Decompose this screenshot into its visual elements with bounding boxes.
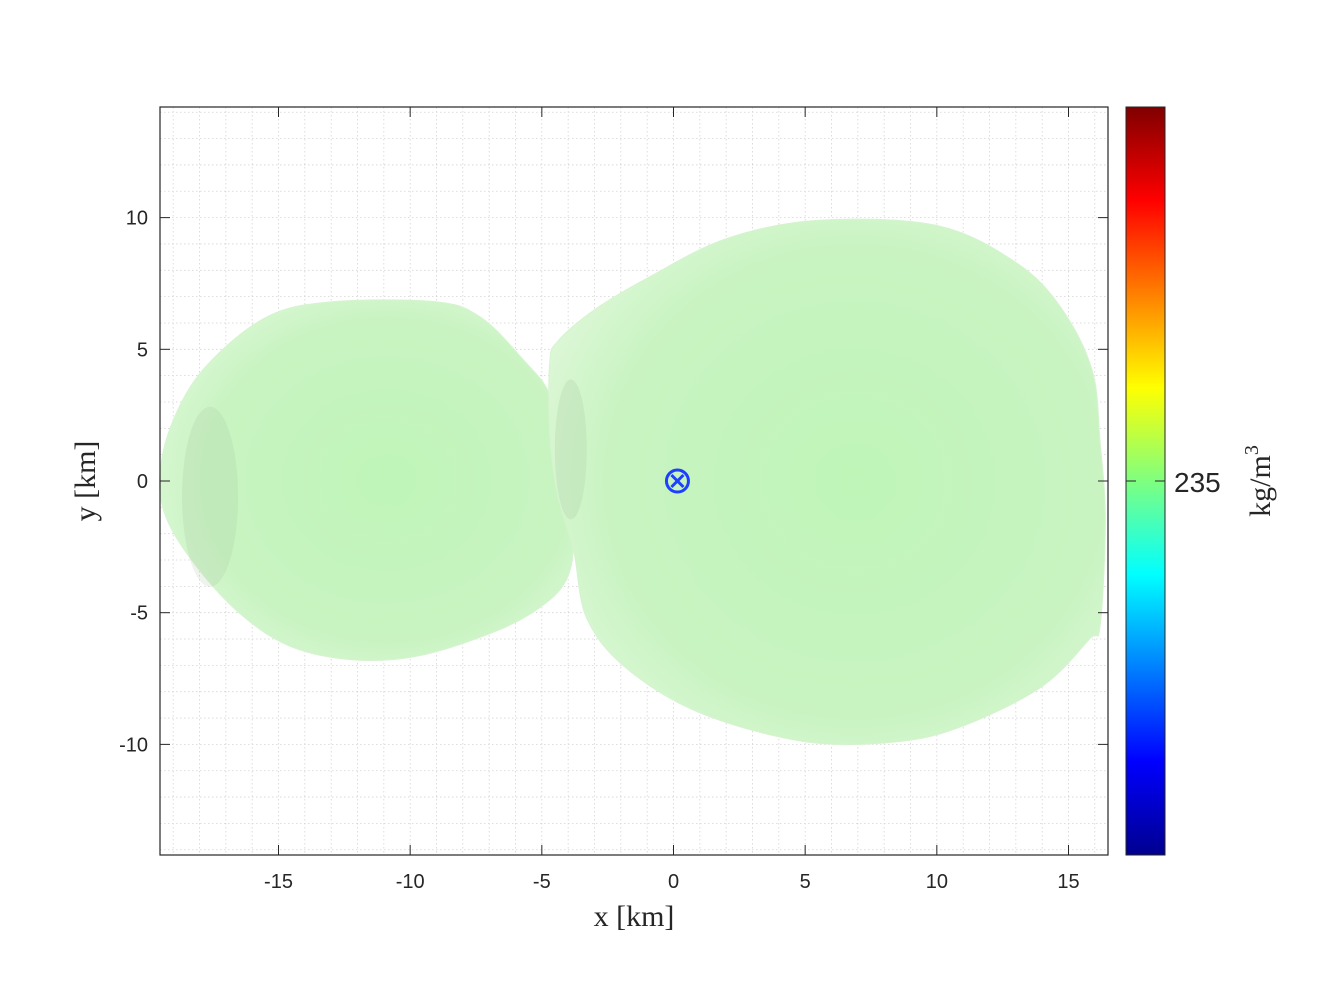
x-tick-label: -5 [533,871,551,893]
asteroid-lobes [159,218,1106,746]
x-tick-label: 10 [926,871,948,893]
marker-cross [670,473,685,489]
large-lobe [548,218,1106,746]
small-lobe-shadow [182,406,239,587]
x-axis-label: x [km] [594,900,675,933]
colorbar-tick-label: 235 [1174,467,1221,498]
y-tick-label: 10 [126,208,148,230]
marker-circle [664,468,690,494]
x-tick-label: 0 [668,871,679,893]
x-tick-label: 5 [800,871,811,893]
center-marker [664,468,690,494]
y-axis-label: y [km] [69,441,102,522]
colorbar-label-base: kg/m [1244,455,1277,517]
y-tick-label: -10 [119,734,148,756]
y-tick-label: 5 [137,339,148,361]
colorbar-label: kg/m3 [1241,445,1277,517]
y-ticks: -10 -5 0 5 10 [119,208,1108,756]
colorbar-label-exponent: 3 [1241,445,1263,455]
x-tick-label: 15 [1057,871,1079,893]
neck-shadow [554,379,587,520]
y-tick-label: 0 [137,471,148,493]
x-ticks: -15 -10 -5 0 5 10 15 [264,107,1080,893]
x-tick-label: -15 [264,871,293,893]
y-tick-label: -5 [130,603,148,625]
x-tick-label: -10 [396,871,425,893]
